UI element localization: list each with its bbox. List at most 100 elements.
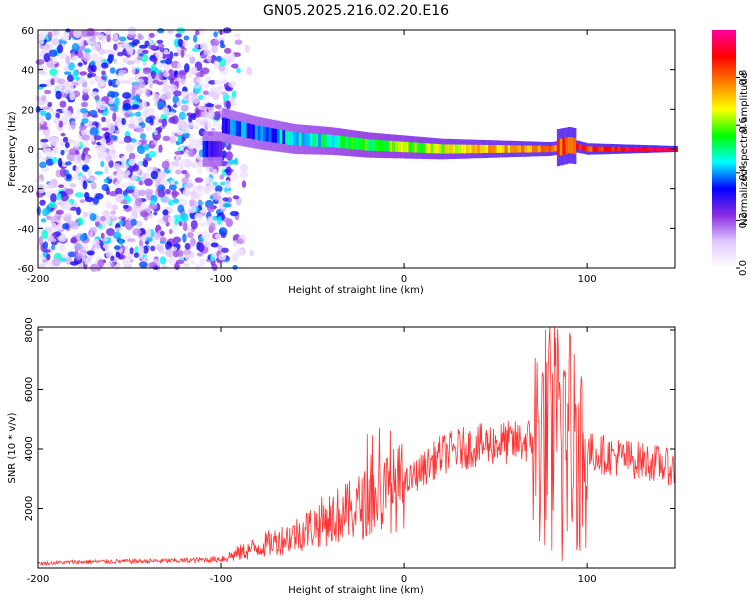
spectrogram-noise-cell [118, 36, 127, 42]
spectrogram-band-core [389, 140, 393, 152]
spectrogram-band-core [458, 144, 462, 154]
spectrogram-noise-cell [40, 138, 49, 143]
spectrogram-noise-cell [148, 144, 156, 149]
spectrogram-noise-cell [38, 263, 46, 269]
spectrogram-noise-cell [110, 149, 116, 154]
spectrogram-band-core [466, 144, 470, 154]
spectrogram-noise-cell [217, 122, 222, 131]
spectrogram-noise-cell [124, 172, 129, 179]
spectrogram-band-core [307, 133, 311, 147]
snr-ticks: -200 -100 0 100 2000 4000 6000 8000 [24, 317, 675, 585]
spectrogram-noise-cell [229, 102, 237, 107]
spectrogram-noise-cell [87, 169, 92, 177]
spectrogram-noise-cell [153, 93, 160, 103]
spectrogram-band-core [433, 143, 437, 154]
spectrogram-noise-cell [202, 90, 209, 96]
spectrogram-noise-cell [221, 247, 229, 253]
spectrogram-x-axis-label: Height of straight line (km) [288, 285, 424, 296]
spectrogram-noise-cell [65, 188, 74, 195]
spectrogram-noise-cell [45, 158, 55, 166]
spectrogram-band-core [592, 146, 596, 152]
spectrogram-marks [34, 26, 678, 272]
spectrogram-band-core [622, 146, 626, 152]
spectrogram-band-core [323, 134, 327, 147]
spectrogram-band-core [378, 140, 382, 152]
spectrogram-band-core [254, 125, 258, 140]
spectrogram-noise-cell [183, 35, 190, 41]
spectrogram-noise-cell [109, 67, 116, 74]
spectrogram-band-core [455, 144, 459, 154]
spectrogram-band-core [329, 134, 332, 148]
spectrogram-noise-cell [45, 121, 51, 127]
spectrogram-y-tick-label: 20 [21, 105, 34, 116]
spectrogram-noise-cell [165, 241, 173, 251]
spectrogram-noise-cell [73, 28, 82, 39]
spectrogram-band-core [268, 127, 272, 142]
spectrogram-noise-cell [89, 37, 96, 42]
spectrogram-noise-cell [225, 151, 233, 161]
spectrogram-noise-cell [236, 67, 241, 74]
spectrogram-noise-cell [180, 49, 185, 58]
snr-x-tick-label: 100 [578, 574, 597, 585]
snr-y-tick-label: 6000 [24, 377, 35, 402]
spectrogram-noise-cell [64, 142, 70, 149]
spectrogram-noise-cell [41, 94, 47, 102]
spectrogram-noise-cell [197, 105, 204, 110]
snr-x-tick-label: 0 [401, 574, 407, 585]
spectrogram-noise-cell [197, 167, 202, 174]
spectrogram-noise-cell [95, 244, 101, 251]
spectrogram-noise-cell [46, 253, 51, 261]
spectrogram-band-core [318, 134, 322, 147]
spectrogram-band-core [219, 141, 223, 157]
spectrogram-noise-cell [81, 79, 88, 88]
spectrogram-band-core [609, 146, 613, 152]
spectrogram-noise-cell [141, 234, 147, 243]
spectrogram-noise-cell [161, 196, 170, 203]
spectrogram-noise-cell [114, 227, 124, 232]
spectrogram-noise-cell [125, 221, 133, 231]
spectrogram-band-core [543, 145, 547, 153]
spectrogram-noise-cell [63, 120, 70, 125]
spectrogram-noise-cell [214, 86, 223, 94]
snr-frame [37, 326, 676, 569]
spectrogram-noise-cell [145, 126, 153, 131]
spectrogram-band-core [595, 146, 599, 152]
spectrogram-band-core [408, 142, 412, 153]
spectrogram-noise-cell [177, 249, 184, 258]
spectrogram-noise-cell [178, 111, 186, 121]
spectrogram-noise-cell [118, 238, 124, 246]
spectrogram-noise-cell [160, 230, 165, 237]
spectrogram-band-core [535, 145, 538, 153]
spectrogram-noise-cell [235, 197, 242, 206]
spectrogram-band-core [551, 145, 555, 152]
spectrogram-noise-cell [55, 209, 64, 215]
spectrogram-noise-cell [176, 130, 184, 135]
spectrogram-noise-cell [60, 149, 65, 156]
spectrogram-noise-cell [37, 38, 45, 45]
spectrogram-band-core [419, 142, 423, 153]
spectrogram-band-core [611, 146, 615, 152]
spectrogram-band-core [243, 122, 247, 138]
spectrogram-noise-cell [94, 95, 100, 101]
spectrogram-band-core [232, 120, 236, 136]
spectrogram-noise-cell [72, 139, 81, 148]
spectrogram-noise-cell [115, 187, 123, 195]
spectrogram-noise-cell [100, 160, 105, 168]
spectrogram-noise-cell [83, 212, 89, 217]
spectrogram-noise-cell [162, 135, 171, 142]
spectrogram-band-core [397, 141, 401, 152]
spectrogram-noise-cell [127, 26, 137, 36]
spectrogram-band-core [639, 147, 643, 151]
spectrogram-band-core [513, 145, 516, 153]
spectrogram-noise-cell [222, 79, 227, 85]
spectrogram-noise-cell [63, 85, 72, 94]
spectrogram-noise-cell [51, 37, 60, 46]
spectrogram-band-core [573, 137, 577, 155]
spectrogram-noise-cell [140, 210, 149, 218]
spectrogram-band-core [532, 145, 536, 153]
spectrogram-noise-cell [45, 112, 52, 121]
spectrogram-noise-cell [58, 243, 66, 252]
spectrogram-noise-cell [74, 192, 84, 198]
spectrogram-noise-cell [80, 101, 89, 108]
spectrogram-noise-cell [79, 125, 87, 131]
